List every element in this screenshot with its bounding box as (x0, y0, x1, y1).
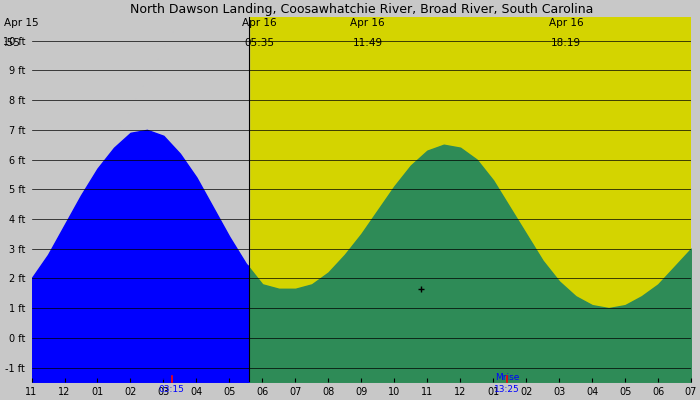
Text: Mset: Mset (161, 374, 183, 382)
Text: 05:35: 05:35 (245, 38, 275, 48)
Text: 11:49: 11:49 (352, 38, 383, 48)
Text: 03:15: 03:15 (159, 385, 185, 394)
Text: Apr 16: Apr 16 (350, 18, 385, 28)
Text: 18:19: 18:19 (551, 38, 581, 48)
Text: Apr 16: Apr 16 (549, 18, 583, 28)
Bar (32, 17, 248, 382)
Title: North Dawson Landing, Coosawhatchie River, Broad River, South Carolina: North Dawson Landing, Coosawhatchie Rive… (130, 3, 593, 16)
Text: Mrise: Mrise (495, 374, 519, 382)
Text: :55: :55 (4, 38, 20, 48)
Bar (248, 17, 691, 382)
Text: Apr 15: Apr 15 (4, 18, 38, 28)
Text: 13:25: 13:25 (494, 385, 520, 394)
Text: Apr 16: Apr 16 (242, 18, 277, 28)
